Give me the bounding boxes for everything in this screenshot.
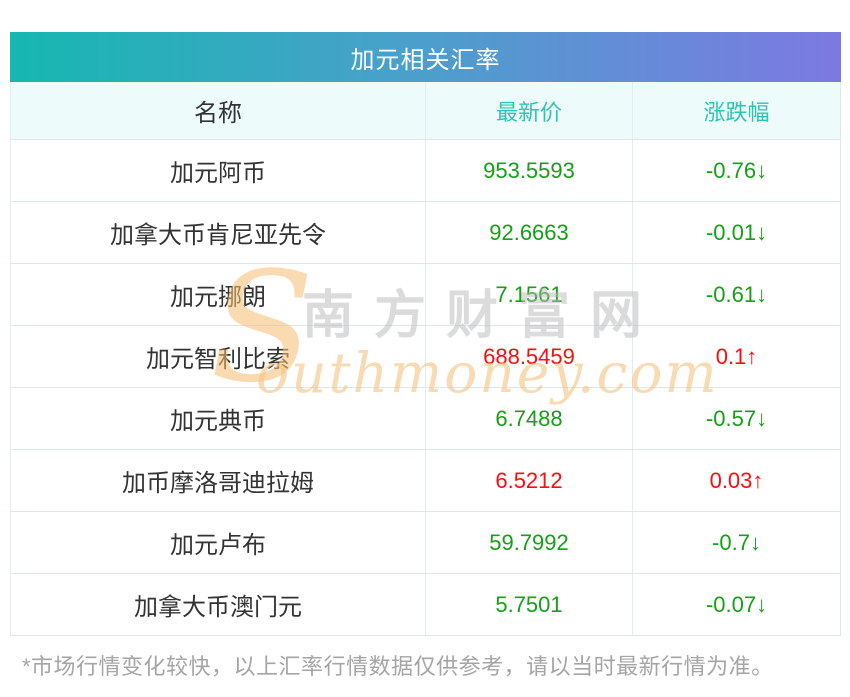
change-value: -0.57↓ [705, 405, 768, 431]
pair-name: 加拿大币肯尼亚先令 [11, 202, 426, 263]
latest-price: 5.7501 [426, 574, 633, 635]
change-value: -0.61↓ [705, 281, 768, 307]
pair-name: 加元阿币 [11, 140, 426, 201]
latest-price: 92.6663 [426, 202, 633, 263]
table-row: 加元阿币 953.5593 -0.76↓ [11, 140, 840, 202]
pair-name: 加拿大币澳门元 [11, 574, 426, 635]
table-grid: 名称 最新价 涨跌幅 加元阿币 953.5593 -0.76↓ 加拿大币肯尼亚先… [10, 82, 841, 636]
latest-price: 59.7992 [426, 512, 633, 573]
table-title-bar: 加元相关汇率 [10, 32, 841, 82]
table-row: 加拿大币澳门元 5.7501 -0.07↓ [11, 574, 840, 636]
pair-name: 加币摩洛哥迪拉姆 [11, 450, 426, 511]
pair-name: 加元智利比索 [11, 326, 426, 387]
pair-name: 加元挪朗 [11, 264, 426, 325]
change-value: 0.1↑ [715, 343, 758, 369]
change-value: -0.07↓ [705, 591, 768, 617]
change-value: -0.01↓ [705, 219, 768, 245]
column-header-price: 最新价 [426, 82, 633, 139]
table-header-row: 名称 最新价 涨跌幅 [11, 82, 840, 140]
latest-price: 6.5212 [426, 450, 633, 511]
column-header-change: 涨跌幅 [703, 99, 770, 125]
pair-name: 加元卢布 [11, 512, 426, 573]
column-header-name: 名称 [11, 82, 426, 139]
pair-name: 加元典币 [11, 388, 426, 449]
table-row: 加元典币 6.7488 -0.57↓ [11, 388, 840, 450]
page-title: 加元相关汇率 [350, 46, 501, 74]
change-value: -0.7↓ [712, 529, 761, 555]
change-value: 0.03↑ [709, 467, 764, 493]
table-row: 加元挪朗 7.1561 -0.61↓ [11, 264, 840, 326]
disclaimer-footnote: *市场行情变化较快，以上汇率行情数据仅供参考，请以当时最新行情为准。 [22, 654, 774, 679]
latest-price: 953.5593 [426, 140, 633, 201]
latest-price: 6.7488 [426, 388, 633, 449]
change-value: -0.76↓ [705, 157, 768, 183]
table-row: 加币摩洛哥迪拉姆 6.5212 0.03↑ [11, 450, 840, 512]
table-row: 加拿大币肯尼亚先令 92.6663 -0.01↓ [11, 202, 840, 264]
latest-price: 688.5459 [426, 326, 633, 387]
table-row: 加元智利比索 688.5459 0.1↑ [11, 326, 840, 388]
exchange-rate-table: 加元相关汇率 名称 最新价 涨跌幅 加元阿币 953.5593 -0.76↓ 加… [10, 32, 841, 636]
latest-price: 7.1561 [426, 264, 633, 325]
table-row: 加元卢布 59.7992 -0.7↓ [11, 512, 840, 574]
